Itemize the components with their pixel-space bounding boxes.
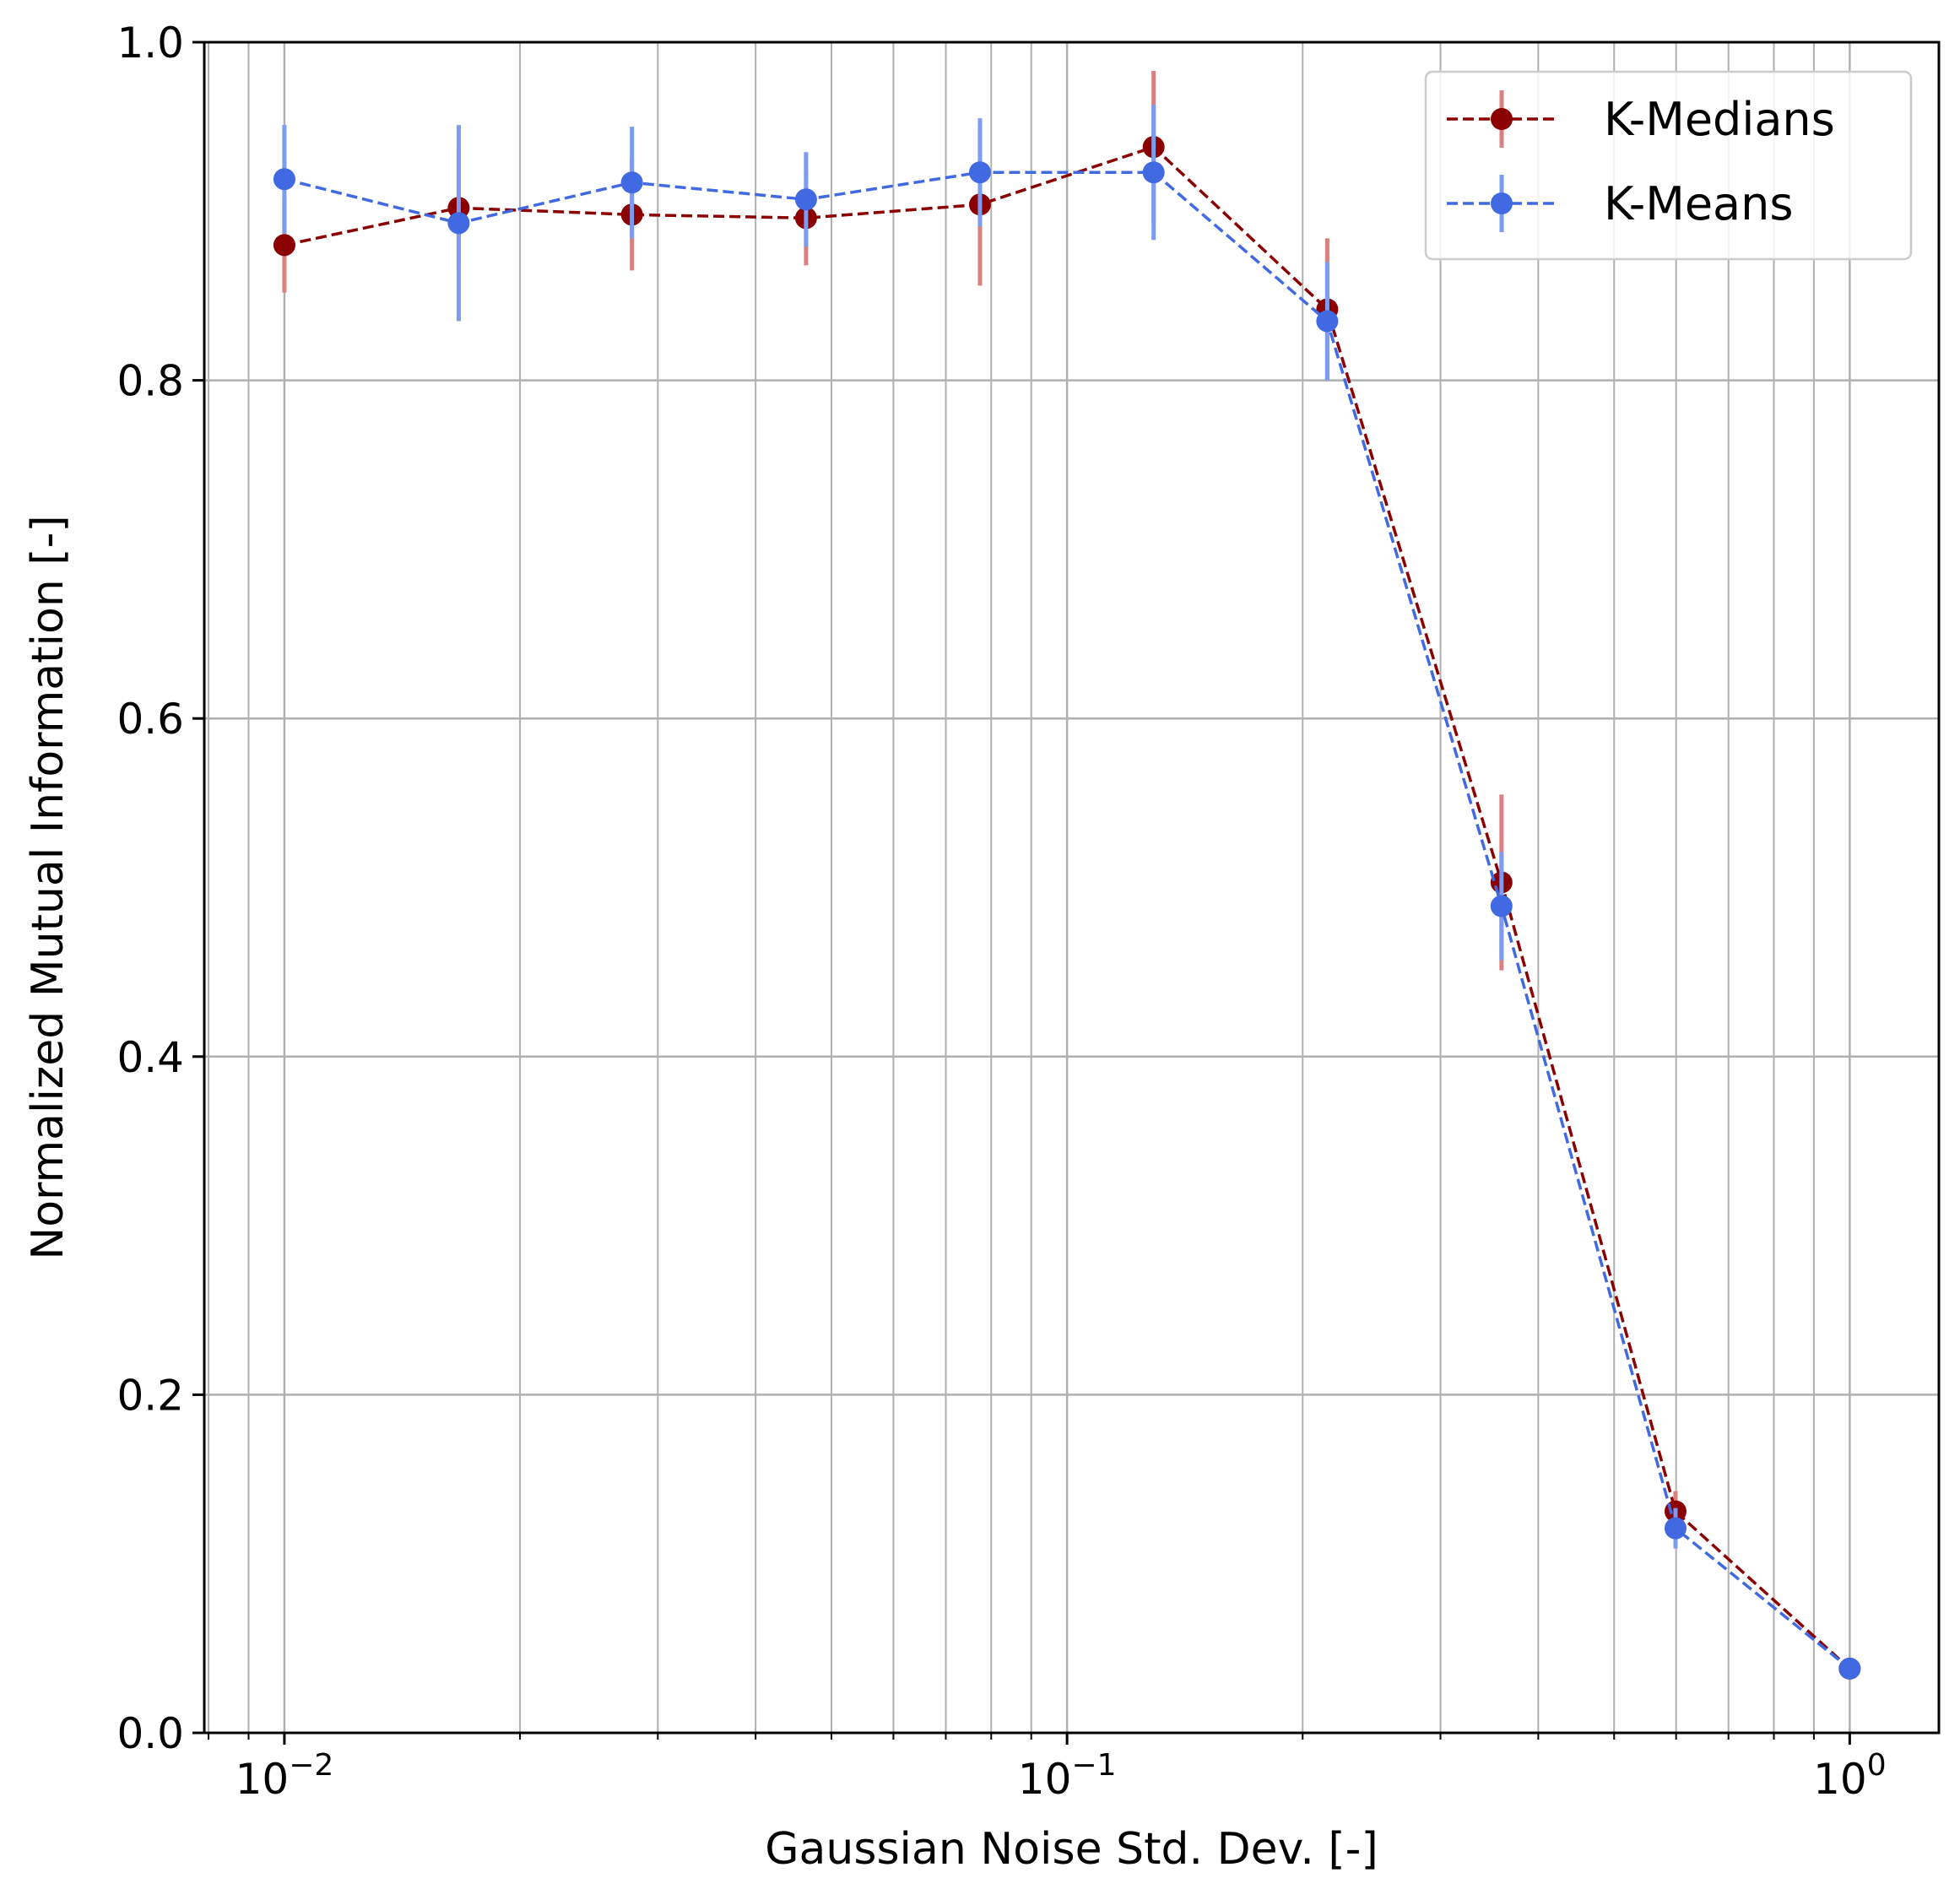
y-tick-label: 1.0 (116, 19, 184, 68)
y-tick-label: 0.2 (116, 1371, 184, 1420)
series-k-means (273, 105, 1861, 1680)
legend-item: K-Means (1447, 175, 1794, 232)
legend-marker (1491, 192, 1513, 214)
legend-label: K-Means (1604, 177, 1794, 230)
ticks: 10−2 10−1 100 0.0 0.2 0.4 0.6 0.8 1.0 (116, 19, 1886, 1804)
data-point (1490, 895, 1513, 917)
legend-label: K-Medians (1604, 93, 1835, 146)
legend: K-Medians K-Means (1424, 70, 1913, 261)
data-point (273, 234, 295, 257)
grid (204, 41, 1939, 1735)
x-tick-label: 10−2 (236, 1748, 334, 1804)
y-tick-label: 0.8 (116, 357, 184, 406)
series-layer (273, 71, 1861, 1680)
data-point (1142, 161, 1165, 184)
data-point (968, 161, 991, 184)
legend-item: K-Medians (1447, 90, 1835, 148)
legend-marker (1491, 108, 1513, 130)
data-point (794, 188, 817, 211)
series-line (284, 145, 1851, 1670)
x-tick-label: 10−1 (1018, 1748, 1117, 1804)
data-point (273, 168, 295, 191)
plot-frame (203, 41, 1941, 1735)
y-tick-label: 0.0 (116, 1709, 184, 1758)
data-point (447, 212, 470, 235)
data-point (1664, 1517, 1687, 1540)
data-point (1316, 310, 1339, 333)
x-tick-label: 100 (1813, 1748, 1887, 1804)
y-axis-label: Normalized Mutual Information [-] (23, 515, 73, 1259)
data-point (620, 171, 643, 194)
data-point (1838, 1657, 1861, 1680)
x-axis-label: Gaussian Noise Std. Dev. [-] (765, 1824, 1378, 1875)
y-tick-label: 0.6 (116, 695, 184, 744)
y-tick-label: 0.4 (116, 1033, 184, 1082)
series-line (284, 170, 1851, 1670)
